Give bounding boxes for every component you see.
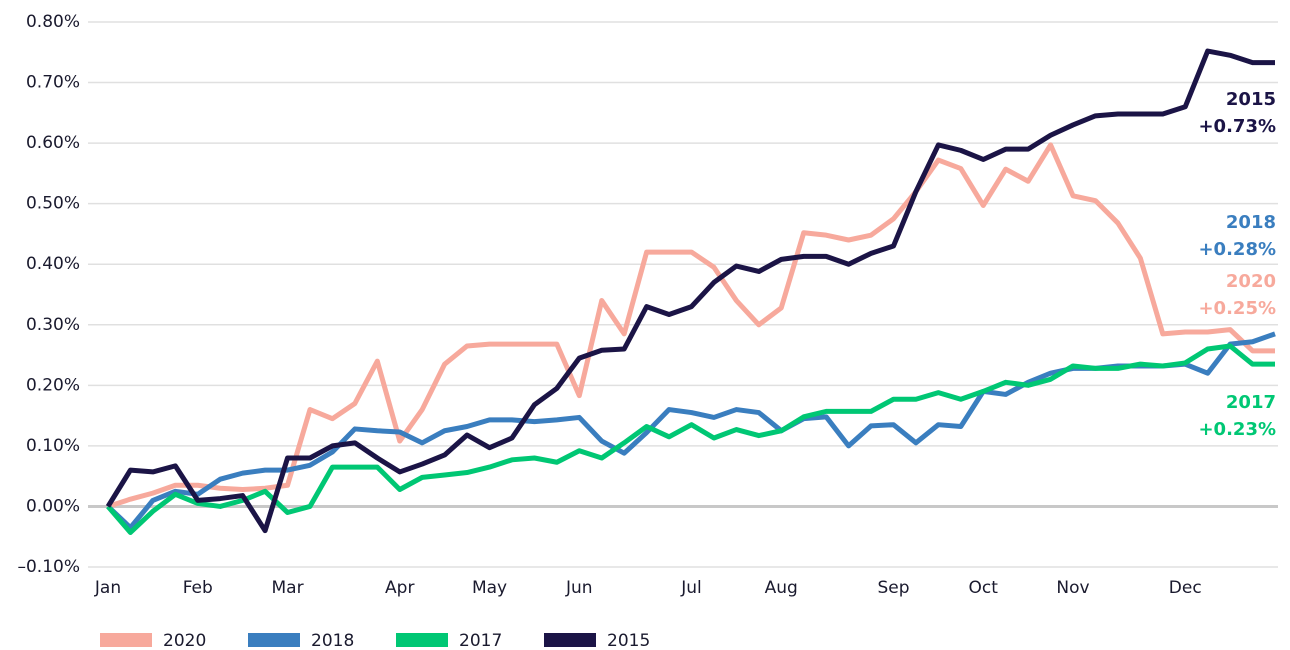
end-label: 2018 (1226, 212, 1276, 233)
legend-label: 2018 (311, 631, 354, 650)
y-tick-label: –0.10% (17, 557, 80, 577)
end-label: +0.28% (1198, 239, 1276, 260)
x-tick-label: Oct (969, 578, 999, 598)
legend-swatch (396, 633, 448, 647)
series-line (106, 343, 1275, 535)
end-label: +0.25% (1198, 298, 1276, 319)
y-tick-label: 0.40% (26, 254, 80, 274)
legend-label: 2017 (459, 631, 502, 650)
x-tick-label: Jun (565, 578, 593, 598)
y-tick-label: 0.50% (26, 194, 80, 214)
x-tick-label: Nov (1056, 578, 1089, 598)
end-label: +0.73% (1198, 116, 1276, 137)
y-tick-label: 0.70% (26, 73, 80, 93)
legend-label: 2015 (607, 631, 650, 650)
end-label: 2017 (1226, 392, 1276, 413)
x-tick-label: Sep (877, 578, 909, 598)
legend-label: 2020 (163, 631, 206, 650)
end-label: 2020 (1226, 271, 1276, 292)
end-label: 2015 (1226, 89, 1276, 110)
series-line (105, 48, 1275, 534)
x-tick-label: Aug (765, 578, 798, 598)
x-tick-label: Jan (94, 578, 121, 598)
y-tick-label: 0.80% (26, 12, 80, 32)
end-label: +0.23% (1198, 419, 1276, 440)
legend-swatch (100, 633, 152, 647)
y-tick-label: 0.60% (26, 133, 80, 153)
x-tick-label: May (472, 578, 507, 598)
x-tick-label: Jul (680, 578, 702, 598)
legend-swatch (544, 633, 596, 647)
series-line (106, 331, 1276, 531)
x-tick-label: Feb (183, 578, 213, 598)
y-tick-label: 0.10% (26, 436, 80, 456)
x-tick-label: Apr (385, 578, 414, 598)
x-tick-label: Mar (271, 578, 303, 598)
x-tick-label: Dec (1169, 578, 1202, 598)
series-line (107, 142, 1275, 509)
y-tick-label: 0.30% (26, 315, 80, 335)
y-tick-label: 0.00% (26, 496, 80, 516)
y-tick-label: 0.20% (26, 375, 80, 395)
legend-swatch (248, 633, 300, 647)
